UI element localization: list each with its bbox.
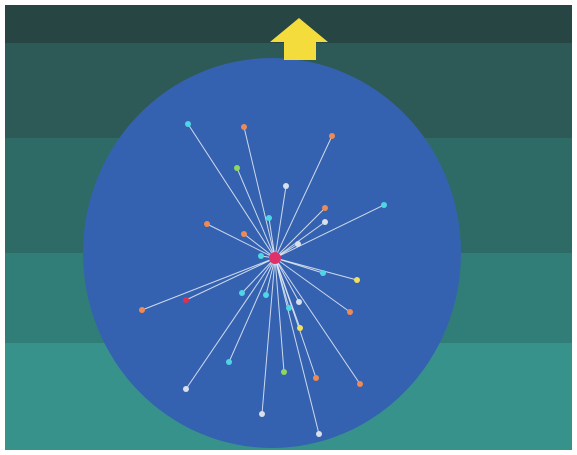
ray — [185, 257, 276, 390]
particle — [266, 215, 272, 221]
particle — [322, 205, 328, 211]
particle — [297, 325, 303, 331]
ray — [274, 135, 333, 259]
particle — [295, 241, 301, 247]
particle — [357, 381, 363, 387]
ray — [274, 257, 358, 281]
particle — [241, 231, 247, 237]
particle — [239, 290, 245, 296]
ray — [243, 233, 276, 259]
ray — [274, 257, 351, 313]
particle — [139, 307, 145, 313]
particle — [183, 386, 189, 392]
particle — [320, 270, 326, 276]
ray — [141, 257, 276, 311]
particle — [316, 431, 322, 437]
ray — [241, 257, 276, 294]
particle — [183, 297, 189, 303]
particle — [296, 299, 302, 305]
particle — [329, 133, 335, 139]
particle — [241, 124, 247, 130]
ray — [274, 257, 300, 303]
particle — [204, 221, 210, 227]
particle — [322, 219, 328, 225]
particle — [185, 121, 191, 127]
ray — [274, 257, 361, 385]
particle — [313, 375, 319, 381]
ray — [265, 257, 276, 296]
particle — [347, 309, 353, 315]
ray — [261, 257, 276, 415]
particle — [281, 369, 287, 375]
ray — [274, 221, 326, 259]
ray — [268, 217, 276, 259]
ray — [274, 207, 326, 259]
ray — [187, 123, 276, 259]
rays — [141, 123, 385, 435]
ray — [274, 204, 385, 259]
center-dot — [269, 252, 281, 264]
particle — [263, 292, 269, 298]
ray — [274, 257, 317, 379]
particle — [354, 277, 360, 283]
ray — [274, 257, 285, 373]
ray — [274, 257, 320, 435]
particle — [381, 202, 387, 208]
particle — [283, 183, 289, 189]
particle — [259, 411, 265, 417]
arrow — [270, 18, 328, 60]
ray — [206, 223, 276, 259]
particle — [258, 253, 264, 259]
dots — [139, 121, 387, 437]
ray — [185, 257, 276, 301]
particle — [226, 359, 232, 365]
particle — [286, 305, 292, 311]
ray — [243, 126, 276, 259]
particle — [234, 165, 240, 171]
ray — [274, 185, 287, 259]
ray — [228, 257, 276, 363]
ray — [236, 167, 276, 259]
